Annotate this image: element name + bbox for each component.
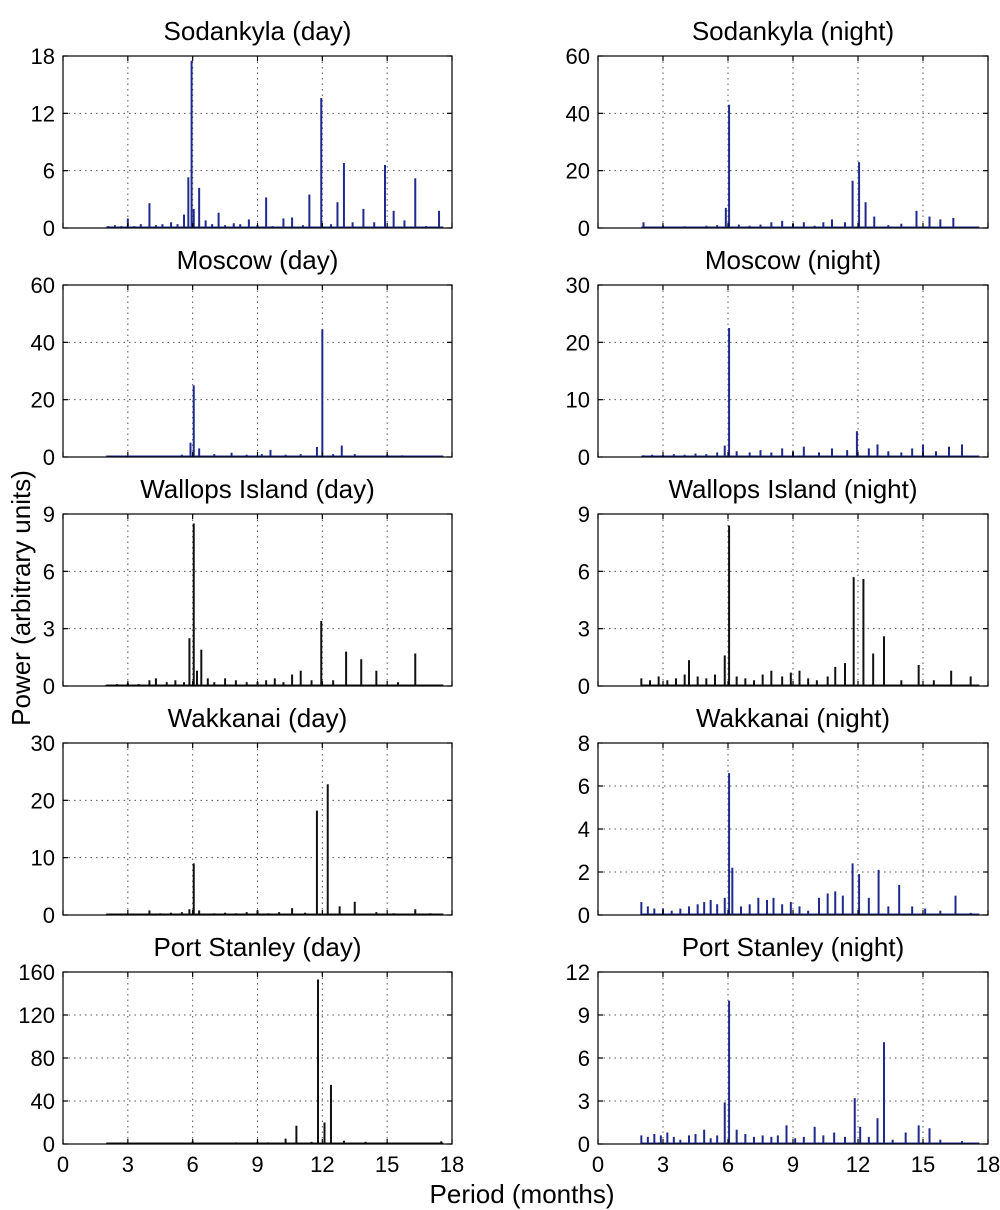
y-tick-label: 6 bbox=[578, 774, 590, 799]
y-tick-label: 8 bbox=[578, 731, 590, 756]
axes-frame bbox=[62, 742, 453, 916]
y-tick-label: 120 bbox=[18, 1003, 55, 1028]
subplot-title: Wakkanai (night) bbox=[696, 703, 890, 733]
y-tick-label: 20 bbox=[31, 788, 55, 813]
x-tick-label: 18 bbox=[440, 1152, 464, 1177]
subplot-title: Moscow (night) bbox=[705, 245, 881, 275]
subplot: Wallops Island (night) 0 3 6 9 bbox=[578, 474, 989, 699]
x-tick-label: 12 bbox=[310, 1152, 334, 1177]
y-tick-label: 3 bbox=[578, 1089, 590, 1114]
y-tick-label: 6 bbox=[43, 559, 55, 584]
subplot: Port Stanley (night) 0 3 6 9 12 0 3 6 9 12 15 18 bbox=[566, 932, 1000, 1177]
subplot: Wakkanai (night) 0 2 4 6 8 bbox=[578, 703, 989, 928]
y-tick-label: 10 bbox=[566, 388, 590, 413]
y-tick-label: 40 bbox=[566, 101, 590, 126]
axes-frame bbox=[62, 55, 453, 229]
x-tick-label: 15 bbox=[375, 1152, 399, 1177]
x-tick-label: 12 bbox=[846, 1152, 870, 1177]
subplot-title: Wakkanai (day) bbox=[168, 703, 348, 733]
subplot-grid: Sodankyla (day) 0 6 12 18 Sodankyla (night) 0 2… bbox=[18, 16, 1000, 1177]
y-tick-label: 0 bbox=[43, 903, 55, 928]
y-tick-label: 6 bbox=[43, 159, 55, 184]
subplot: Sodankyla (day) 0 6 12 18 bbox=[31, 16, 453, 241]
x-tick-label: 6 bbox=[187, 1152, 199, 1177]
subplot-title: Sodankyla (day) bbox=[164, 16, 352, 46]
subplot-title: Wallops Island (day) bbox=[140, 474, 375, 504]
y-tick-label: 30 bbox=[566, 273, 590, 298]
y-tick-label: 20 bbox=[566, 330, 590, 355]
y-tick-label: 12 bbox=[31, 101, 55, 126]
axes-frame bbox=[597, 284, 989, 458]
subplot-title: Sodankyla (night) bbox=[692, 16, 894, 46]
subplot-title: Port Stanley (night) bbox=[682, 932, 905, 962]
y-tick-label: 60 bbox=[566, 44, 590, 69]
y-tick-label: 40 bbox=[31, 330, 55, 355]
y-tick-label: 0 bbox=[578, 445, 590, 470]
y-tick-label: 20 bbox=[31, 388, 55, 413]
x-tick-label: 0 bbox=[592, 1152, 604, 1177]
y-tick-label: 30 bbox=[31, 731, 55, 756]
axes-frame bbox=[62, 513, 453, 687]
subplot: Sodankyla (night) 0 20 40 60 bbox=[566, 16, 989, 241]
subplot: Moscow (day) 0 20 40 60 bbox=[31, 245, 453, 470]
y-tick-label: 40 bbox=[31, 1089, 55, 1114]
y-tick-label: 0 bbox=[578, 903, 590, 928]
y-tick-label: 4 bbox=[578, 817, 590, 842]
y-tick-label: 0 bbox=[43, 674, 55, 699]
y-tick-label: 18 bbox=[31, 44, 55, 69]
x-tick-label: 15 bbox=[911, 1152, 935, 1177]
axes-frame bbox=[597, 55, 989, 229]
x-tick-label: 0 bbox=[57, 1152, 69, 1177]
y-tick-label: 9 bbox=[578, 502, 590, 527]
y-tick-label: 0 bbox=[578, 1132, 590, 1157]
y-tick-label: 0 bbox=[43, 216, 55, 241]
subplot: Wakkanai (day) 0 10 20 30 bbox=[31, 703, 453, 928]
y-tick-label: 3 bbox=[578, 617, 590, 642]
axes-frame bbox=[597, 513, 989, 687]
y-tick-label: 0 bbox=[578, 216, 590, 241]
y-tick-label: 9 bbox=[43, 502, 55, 527]
subplot-title: Port Stanley (day) bbox=[153, 932, 361, 962]
axes-frame bbox=[62, 284, 453, 458]
y-tick-label: 10 bbox=[31, 846, 55, 871]
y-tick-label: 20 bbox=[566, 159, 590, 184]
y-tick-label: 6 bbox=[578, 559, 590, 584]
x-tick-label: 9 bbox=[787, 1152, 799, 1177]
y-tick-label: 3 bbox=[43, 617, 55, 642]
y-tick-label: 160 bbox=[18, 960, 55, 985]
x-tick-label: 3 bbox=[657, 1152, 669, 1177]
subplot: Moscow (night) 0 10 20 30 bbox=[566, 245, 989, 470]
subplot: Wallops Island (day) 0 3 6 9 bbox=[43, 474, 453, 699]
y-tick-label: 2 bbox=[578, 860, 590, 885]
y-tick-label: 80 bbox=[31, 1046, 55, 1071]
x-tick-label: 9 bbox=[251, 1152, 263, 1177]
figure-ylabel: Power (arbitrary units) bbox=[6, 470, 36, 726]
y-tick-label: 6 bbox=[578, 1046, 590, 1071]
x-tick-label: 6 bbox=[722, 1152, 734, 1177]
x-tick-label: 3 bbox=[122, 1152, 134, 1177]
y-tick-label: 0 bbox=[578, 674, 590, 699]
subplot-title: Moscow (day) bbox=[177, 245, 339, 275]
y-tick-label: 60 bbox=[31, 273, 55, 298]
x-tick-label: 18 bbox=[976, 1152, 1000, 1177]
subplot: Port Stanley (day) 0 40 80 120 160 0 3 6 9 12 15 18 bbox=[18, 932, 464, 1177]
y-tick-label: 12 bbox=[566, 960, 590, 985]
subplot-title: Wallops Island (night) bbox=[668, 474, 917, 504]
y-tick-label: 0 bbox=[43, 445, 55, 470]
y-tick-label: 9 bbox=[578, 1003, 590, 1028]
figure-xlabel: Period (months) bbox=[430, 1179, 615, 1209]
y-tick-label: 0 bbox=[43, 1132, 55, 1157]
